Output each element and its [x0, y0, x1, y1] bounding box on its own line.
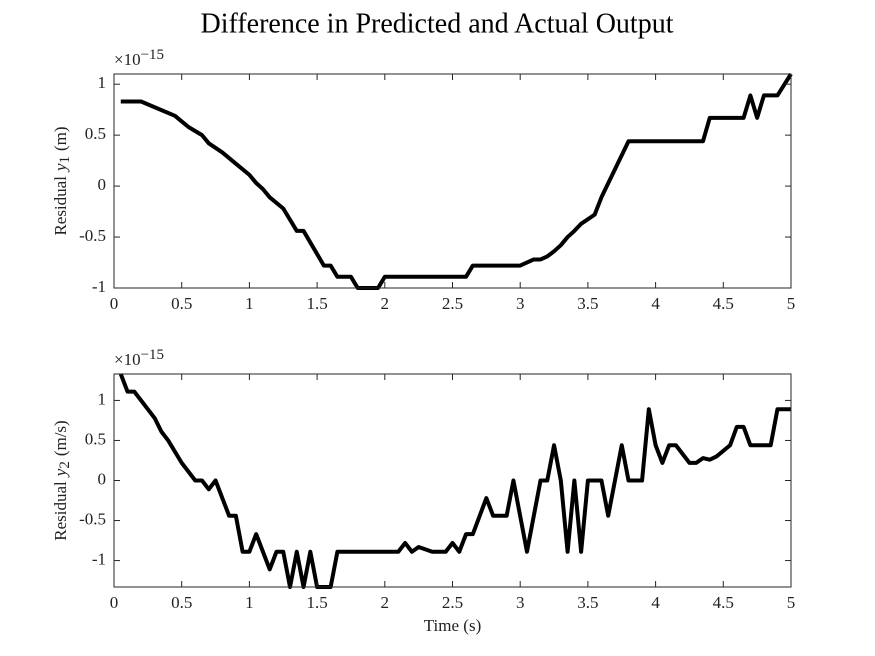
y-label-unit: (m)	[51, 126, 70, 151]
x-tick-label: 1	[245, 593, 254, 612]
exponent-power: −15	[141, 47, 164, 63]
y-label-symbol: y	[51, 163, 70, 173]
x-tick-label: 2	[381, 593, 390, 612]
plot-area	[114, 374, 791, 587]
y-label-prefix: Residual	[51, 481, 70, 541]
x-tick-label: 5	[787, 294, 796, 313]
y-label-prefix: Residual	[51, 176, 70, 236]
x-tick-label: 0.5	[171, 294, 192, 313]
x-tick-label: 5	[787, 593, 796, 612]
x-tick-label: 1	[245, 294, 254, 313]
x-tick-label: 4	[651, 593, 660, 612]
plot-area	[114, 74, 791, 288]
y-label-subscript: 2	[57, 461, 73, 469]
exponent-base: ×10	[114, 50, 141, 69]
data-line	[118, 373, 791, 589]
y-tick-label: -1	[92, 277, 106, 296]
y-tick-label: 0	[98, 175, 107, 194]
figure-title: Difference in Predicted and Actual Outpu…	[201, 8, 674, 39]
x-tick-label: 2.5	[442, 593, 463, 612]
y-label-unit: (m/s)	[51, 420, 70, 456]
x-tick-label: 1.5	[306, 593, 327, 612]
x-tick-label: 4.5	[713, 294, 734, 313]
x-tick-label: 2.5	[442, 294, 463, 313]
x-tick-label: 3	[516, 593, 525, 612]
x-tick-label: 3	[516, 294, 525, 313]
data-line	[120, 72, 793, 290]
exponent-label: ×10−15	[114, 47, 164, 68]
y-tick-label: -0.5	[79, 226, 106, 245]
x-tick-label: 4.5	[713, 593, 734, 612]
y-tick-label: 0.5	[85, 124, 106, 143]
y-axis-label: Residual y2 (m/s)	[51, 420, 74, 540]
y-tick-label: -1	[92, 549, 106, 568]
x-tick-label: 2	[381, 294, 390, 313]
x-tick-label: 3.5	[577, 593, 598, 612]
y-tick-label: -0.5	[79, 509, 106, 528]
exponent-label: ×10−15	[114, 347, 164, 368]
y-label-symbol: y	[51, 468, 70, 478]
x-tick-label: 1.5	[306, 294, 327, 313]
x-axis-label: Time (s)	[424, 616, 481, 635]
y-label-subscript: 1	[57, 156, 73, 164]
y-axis-label: Residual y1 (m)	[51, 126, 74, 235]
x-tick-label: 3.5	[577, 294, 598, 313]
y-tick-label: 1	[98, 389, 107, 408]
x-tick-label: 0	[110, 593, 119, 612]
x-tick-label: 0	[110, 294, 119, 313]
y-tick-label: 0.5	[85, 429, 106, 448]
y-tick-label: 1	[98, 73, 107, 92]
exponent-power: −15	[141, 347, 164, 363]
x-tick-label: 0.5	[171, 593, 192, 612]
exponent-base: ×10	[114, 350, 141, 369]
x-tick-label: 4	[651, 294, 660, 313]
y-tick-label: 0	[98, 469, 107, 488]
